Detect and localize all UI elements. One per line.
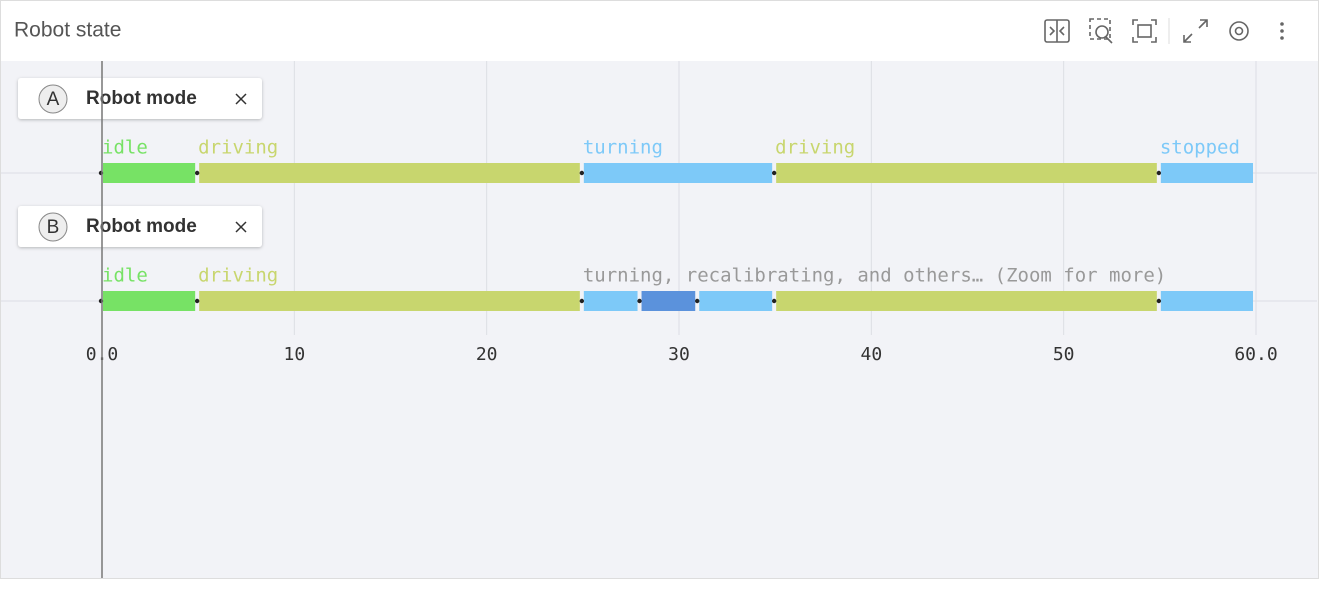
fullscreen-button[interactable] bbox=[1183, 19, 1208, 43]
state-label: idle bbox=[102, 265, 148, 287]
state-segment bbox=[103, 163, 196, 183]
state-label: idle bbox=[102, 137, 148, 159]
x-tick-label: 60.0 bbox=[1234, 344, 1277, 365]
menu-button[interactable] bbox=[1280, 22, 1284, 40]
panel-title: Robot state bbox=[14, 19, 121, 42]
state-label: driving bbox=[198, 137, 278, 159]
x-tick-label: 20 bbox=[476, 344, 498, 365]
state-label: stopped bbox=[1160, 137, 1240, 159]
transition-dot bbox=[771, 298, 777, 304]
state-segment bbox=[641, 291, 696, 311]
state-segment bbox=[1160, 163, 1253, 183]
transition-dot bbox=[1156, 170, 1162, 176]
transition-dot bbox=[194, 298, 200, 304]
state-segment bbox=[776, 163, 1157, 183]
state-segment bbox=[199, 163, 580, 183]
badge-tag: A bbox=[47, 89, 60, 110]
transition-dot bbox=[771, 170, 777, 176]
x-tick-label: 50 bbox=[1053, 344, 1075, 365]
transition-dot bbox=[579, 170, 585, 176]
zoom-button[interactable] bbox=[1089, 18, 1113, 44]
state-segment bbox=[1160, 291, 1253, 311]
badge-box bbox=[18, 78, 262, 119]
fit-button[interactable] bbox=[1132, 19, 1157, 43]
series-badge: A Robot mode bbox=[18, 78, 262, 119]
transition-dot bbox=[1156, 298, 1162, 304]
badge-box bbox=[18, 206, 262, 247]
badge-name: Robot mode bbox=[86, 216, 197, 237]
state-label: turning, recalibrating, and others… (Zoo… bbox=[583, 265, 1166, 287]
state-segment bbox=[583, 163, 773, 183]
transition-dot bbox=[194, 170, 200, 176]
state-segment bbox=[776, 291, 1157, 311]
state-label: driving bbox=[775, 137, 855, 159]
split-button[interactable] bbox=[1044, 19, 1070, 43]
state-segment bbox=[583, 291, 638, 311]
badge-close[interactable] bbox=[235, 221, 247, 233]
badge-tag: B bbox=[47, 217, 60, 238]
badge-close[interactable] bbox=[235, 93, 247, 105]
transition-dot bbox=[695, 298, 700, 304]
state-segment bbox=[103, 291, 196, 311]
toolbar bbox=[1044, 18, 1284, 44]
state-label: turning bbox=[583, 137, 663, 159]
state-segment bbox=[199, 291, 580, 311]
state-segment bbox=[699, 291, 773, 311]
x-tick-label: 30 bbox=[668, 344, 690, 365]
state-label: driving bbox=[198, 265, 278, 287]
settings-button[interactable] bbox=[1229, 21, 1249, 41]
plot-area bbox=[1, 61, 1318, 578]
x-tick-label: 10 bbox=[283, 344, 305, 365]
badge-name: Robot mode bbox=[86, 88, 197, 109]
badge-tag-circle bbox=[38, 84, 68, 114]
transition-dot bbox=[579, 298, 585, 304]
badge-tag-circle bbox=[38, 212, 68, 242]
series-badge: B Robot mode bbox=[18, 206, 262, 247]
transition-dot bbox=[637, 298, 642, 304]
x-tick-label: 40 bbox=[860, 344, 882, 365]
